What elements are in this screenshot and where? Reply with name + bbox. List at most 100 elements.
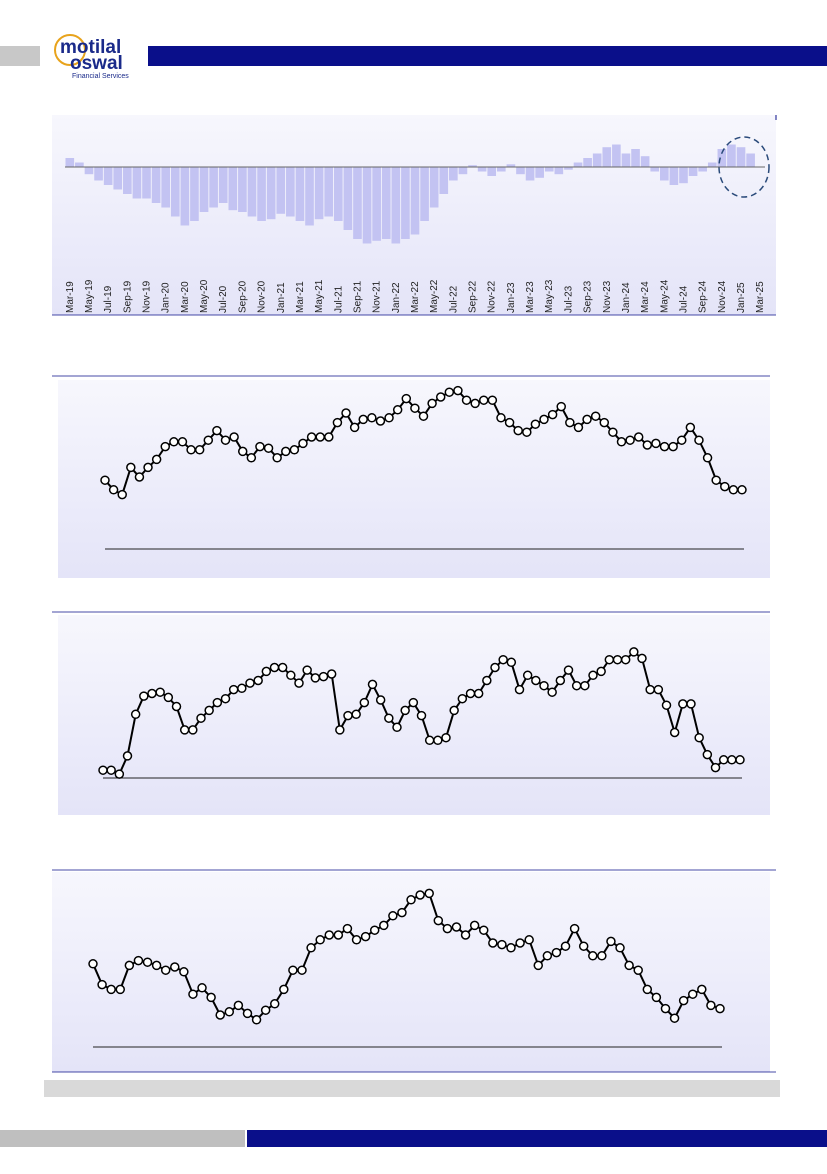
point <box>375 416 386 426</box>
point <box>451 922 462 932</box>
point <box>351 935 362 945</box>
bar <box>458 167 468 175</box>
point <box>433 915 444 926</box>
point <box>215 1010 225 1020</box>
point <box>637 653 647 664</box>
point <box>416 710 427 721</box>
x-tick-label: May-23 <box>544 279 555 313</box>
point <box>685 422 696 433</box>
point <box>88 959 98 969</box>
point <box>488 938 498 948</box>
bar <box>688 167 698 176</box>
point <box>269 662 280 673</box>
bar <box>660 167 669 181</box>
point <box>170 962 180 972</box>
point <box>531 675 541 686</box>
point <box>597 951 607 961</box>
bar <box>544 167 554 172</box>
point <box>171 701 182 712</box>
point <box>542 951 553 961</box>
point <box>616 437 627 447</box>
line <box>92 892 721 1022</box>
point <box>457 693 468 704</box>
x-tick-label: Sep-19 <box>122 280 133 313</box>
point <box>415 890 425 900</box>
point <box>242 1008 253 1019</box>
point <box>424 735 435 746</box>
bar <box>103 167 113 185</box>
bar <box>391 167 401 244</box>
point <box>324 930 335 940</box>
bar <box>746 153 755 167</box>
point <box>358 414 368 425</box>
x-tick-label: Sep-22 <box>468 280 479 313</box>
point <box>590 411 601 421</box>
x-tick-label: Jan-20 <box>161 282 172 313</box>
point <box>206 992 216 1003</box>
x-tick-label: Jul-20 <box>218 285 229 313</box>
point <box>453 385 463 396</box>
point <box>490 662 500 673</box>
point <box>134 472 145 482</box>
point <box>596 666 606 677</box>
bar <box>496 167 506 172</box>
point <box>435 392 446 402</box>
point <box>139 691 149 701</box>
point <box>547 409 558 420</box>
point <box>444 387 455 397</box>
point <box>367 413 377 423</box>
bar <box>717 149 727 167</box>
point <box>668 441 678 452</box>
bar <box>506 164 516 167</box>
point <box>188 725 198 735</box>
bar <box>621 153 631 167</box>
chart-bg <box>52 872 770 1072</box>
point <box>465 688 476 699</box>
point <box>108 485 119 495</box>
bar <box>679 167 688 184</box>
chart-bg <box>58 380 770 578</box>
point <box>629 647 639 657</box>
point <box>130 709 141 720</box>
point <box>461 395 472 405</box>
point <box>678 699 688 709</box>
point <box>332 417 343 428</box>
point <box>147 688 157 699</box>
point <box>478 925 489 935</box>
bar <box>640 156 650 167</box>
point <box>482 675 492 686</box>
bar <box>84 167 94 175</box>
point <box>117 489 127 500</box>
point <box>645 684 655 695</box>
point <box>442 923 453 934</box>
point <box>571 680 582 691</box>
point <box>351 709 361 720</box>
bar <box>477 167 487 172</box>
point <box>269 999 280 1009</box>
point <box>556 401 566 412</box>
bar <box>650 167 660 172</box>
point <box>506 657 517 668</box>
bar <box>276 167 286 214</box>
point <box>220 693 231 704</box>
point <box>196 713 206 723</box>
point <box>160 441 171 452</box>
point <box>720 481 730 492</box>
point <box>151 960 162 971</box>
logo-word: motilal <box>60 37 121 58</box>
point <box>197 983 207 993</box>
point <box>194 445 205 455</box>
point <box>460 930 471 940</box>
bar <box>94 167 103 181</box>
point <box>539 680 549 691</box>
point <box>702 749 713 760</box>
bar <box>295 167 305 221</box>
point <box>513 425 523 436</box>
point <box>360 931 371 942</box>
point <box>669 1013 680 1023</box>
point <box>106 765 116 775</box>
bar <box>429 167 439 208</box>
logo-ring <box>54 34 86 66</box>
bar <box>707 162 717 167</box>
point <box>255 441 265 452</box>
